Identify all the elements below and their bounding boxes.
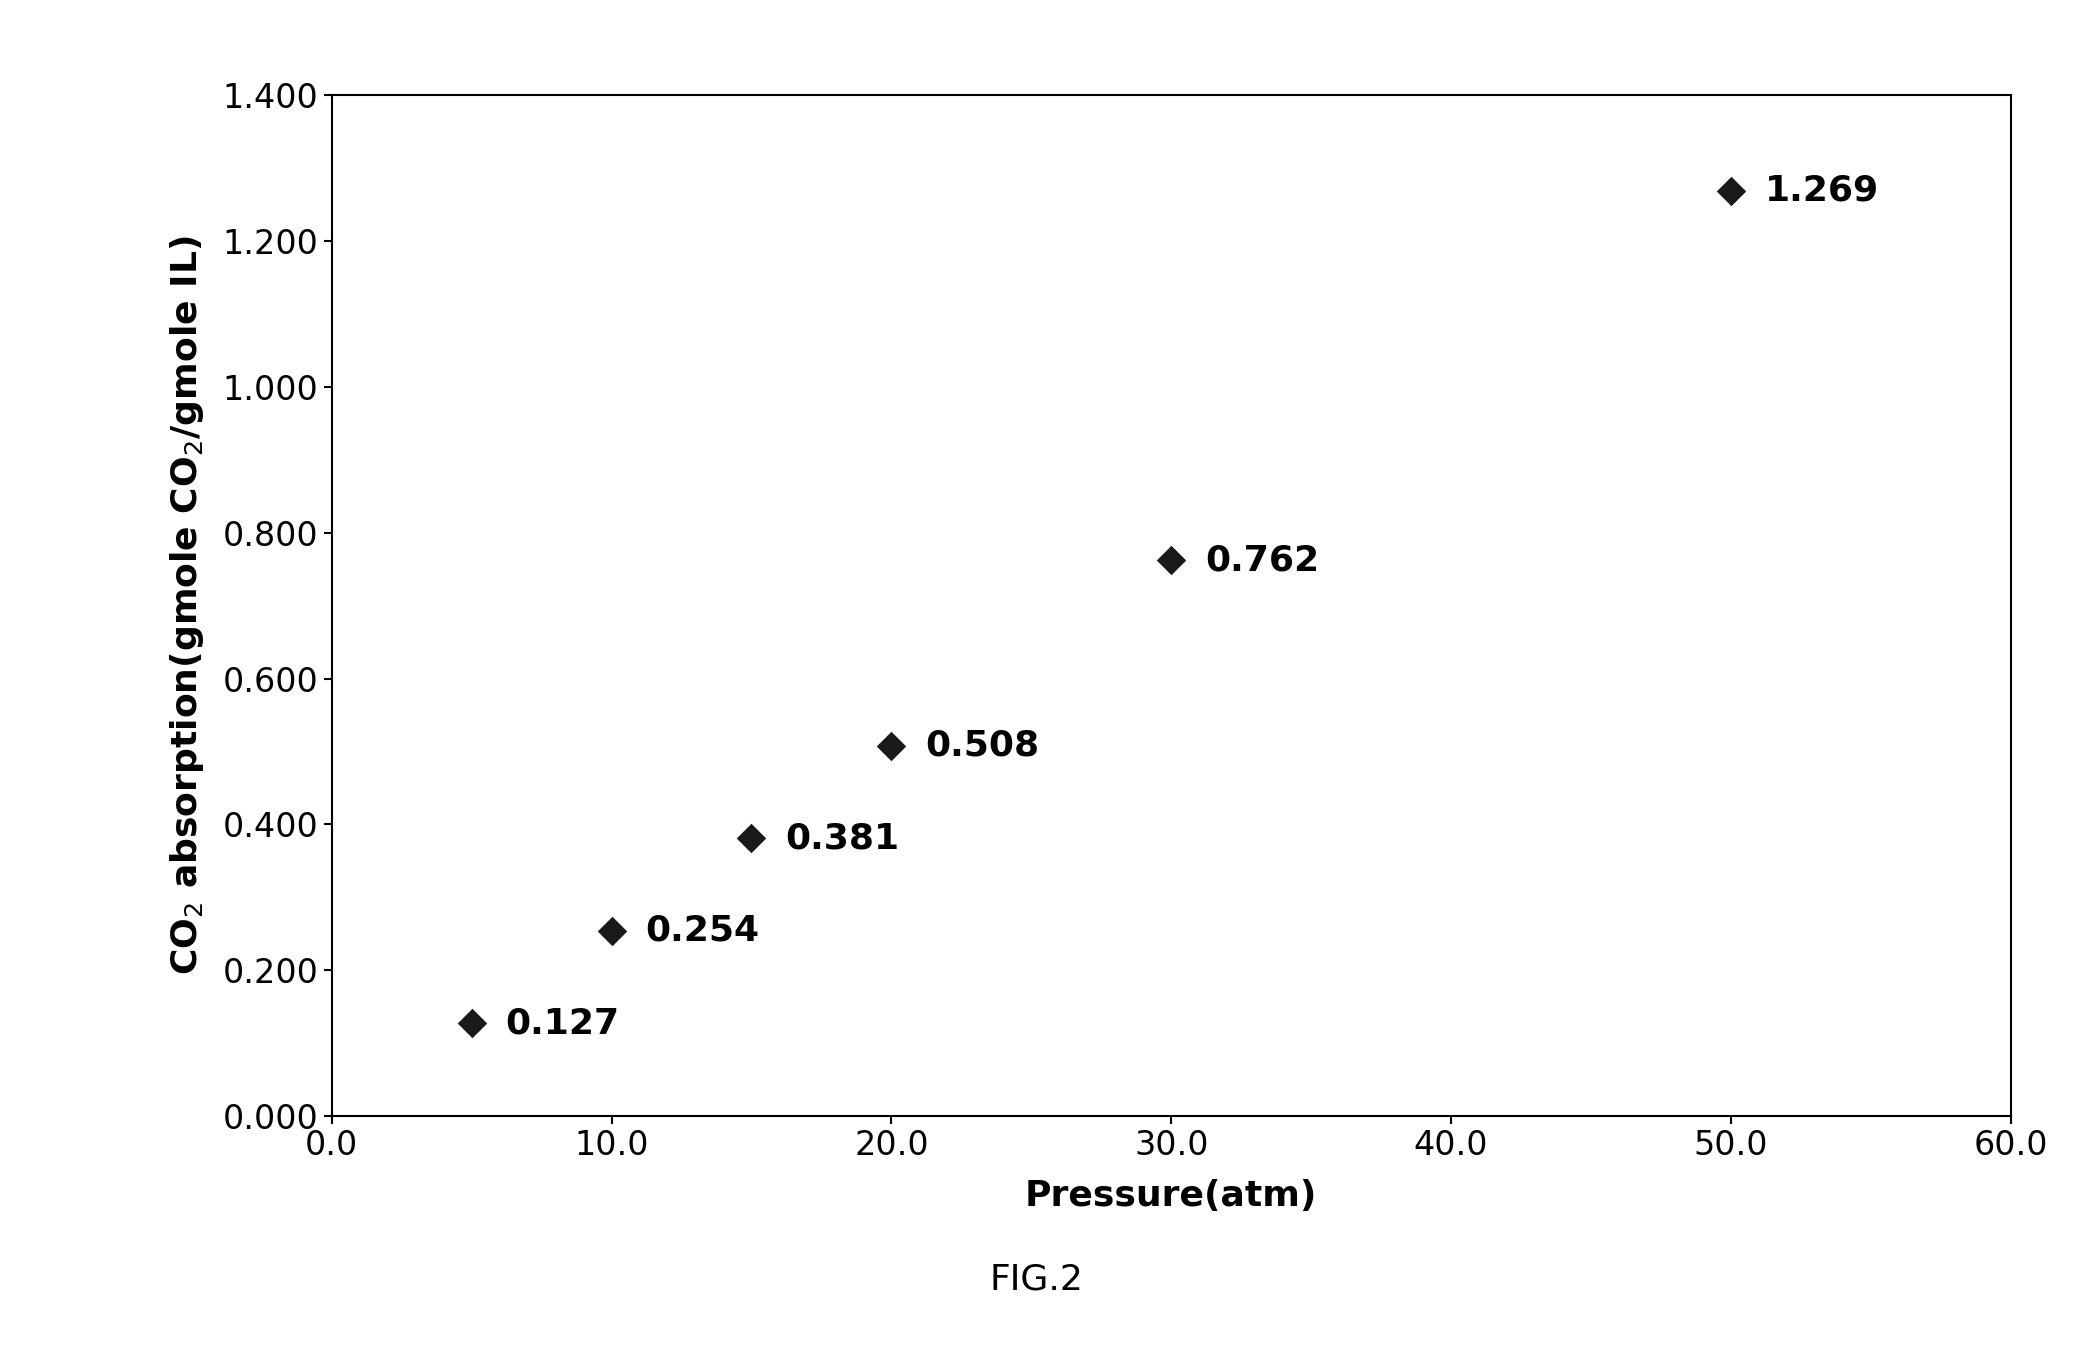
X-axis label: Pressure(atm): Pressure(atm)	[1024, 1179, 1318, 1213]
Point	[454, 1013, 489, 1034]
Text: 1.269: 1.269	[1764, 174, 1878, 208]
Point	[875, 735, 908, 757]
Text: 0.381: 0.381	[786, 821, 900, 855]
Y-axis label: CO$_2$ absorption(gmole CO$_2$/gmole IL): CO$_2$ absorption(gmole CO$_2$/gmole IL)	[168, 235, 205, 976]
Text: 0.254: 0.254	[645, 913, 759, 947]
Point	[1714, 180, 1748, 201]
Point	[1155, 550, 1188, 572]
Text: 0.762: 0.762	[1204, 543, 1318, 577]
Text: 0.127: 0.127	[506, 1006, 620, 1040]
Text: 0.508: 0.508	[925, 728, 1039, 762]
Point	[595, 920, 628, 942]
Text: FIG.2: FIG.2	[989, 1263, 1084, 1296]
Point	[734, 827, 767, 849]
